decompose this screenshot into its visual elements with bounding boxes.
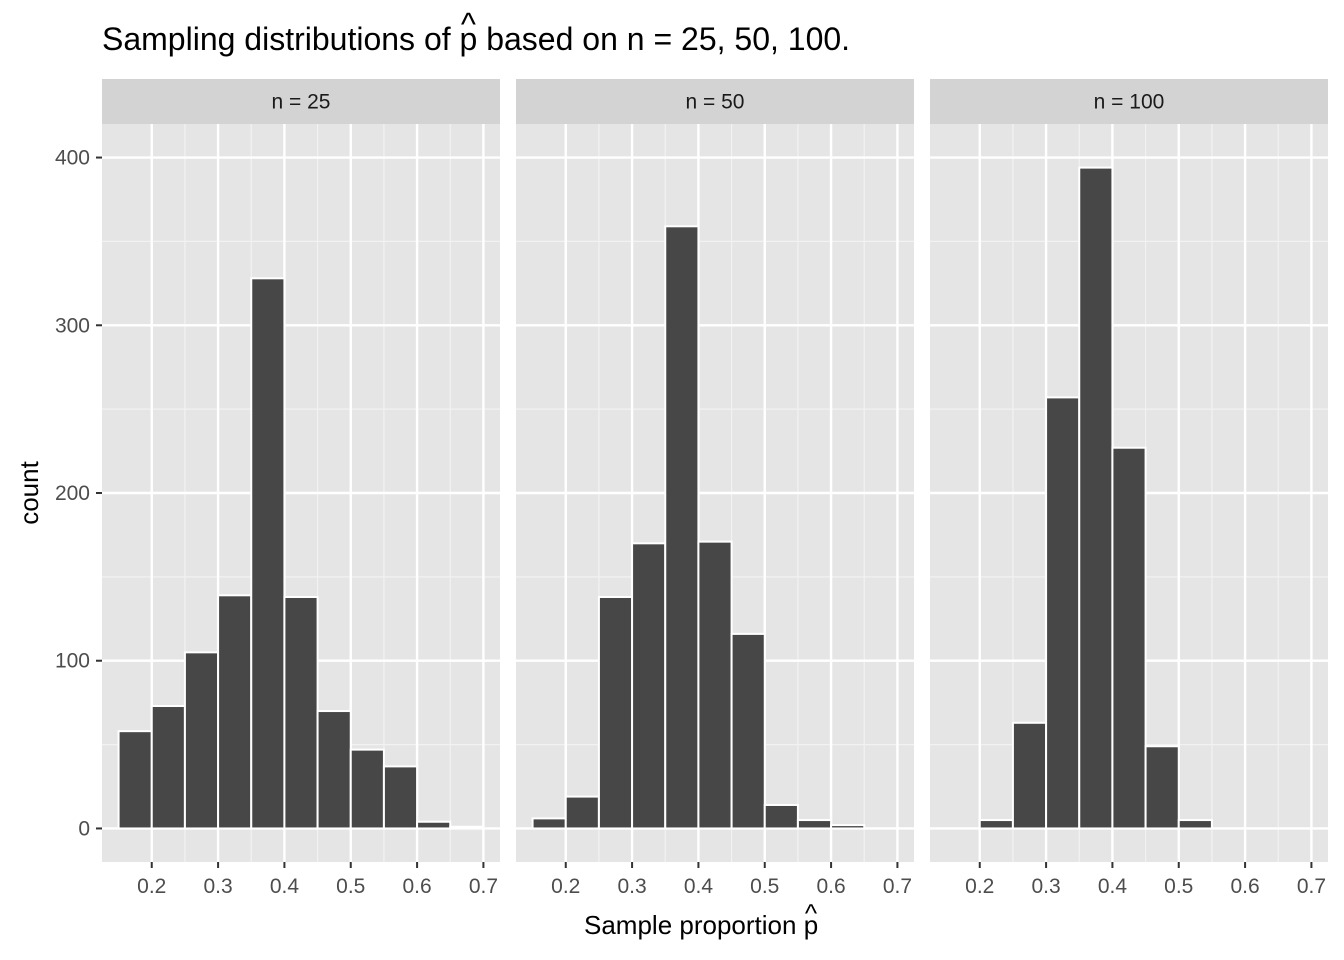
facet-panel-2: n = 50 0.2 0.3 0.4 0.5 0.6 0.7 — [516, 79, 914, 898]
chart-title-hat-icon: ^ — [461, 6, 476, 42]
histogram-bar — [217, 594, 253, 830]
facet-strip — [930, 79, 1328, 124]
histogram-bar — [349, 748, 385, 830]
x-tick-label: 0.3 — [1031, 875, 1060, 898]
x-axis-title-p-hat: p — [804, 910, 818, 940]
facet-strip — [516, 79, 914, 124]
x-tick-label: 0.6 — [1230, 875, 1259, 898]
y-tick-label: 200 — [55, 482, 90, 505]
x-tick-label: 0.3 — [617, 875, 646, 898]
x-axis-title-prefix: Sample proportion — [584, 910, 804, 940]
x-tick-label: 0.7 — [883, 875, 912, 898]
histogram-bar — [564, 795, 600, 830]
y-tick-label: 100 — [55, 650, 90, 673]
x-tick-label: 0.4 — [1098, 875, 1128, 898]
histogram-bar — [664, 225, 700, 830]
histogram-bar — [796, 819, 833, 830]
histogram-bar — [531, 817, 567, 830]
histogram-bar — [1078, 166, 1114, 830]
x-tick-label: 0.5 — [750, 875, 779, 898]
histogram-bar — [1111, 446, 1147, 830]
histogram-bar — [631, 542, 667, 830]
histogram-bar — [150, 705, 186, 830]
chart-title-suffix: based on n = 25, 50, 100. — [477, 21, 850, 57]
histogram-bar — [283, 595, 319, 830]
histogram-bar — [597, 595, 634, 830]
histogram-bar — [1177, 819, 1213, 830]
facet-panel-3: n = 100 0.2 0.3 0.4 0.5 0.6 0.7 — [930, 79, 1328, 898]
histogram-bar — [1011, 721, 1048, 830]
x-tick-label: 0.6 — [816, 875, 845, 898]
x-axis-title: Sample proportion p — [584, 910, 818, 940]
facet-strip-label: n = 50 — [686, 91, 745, 114]
histogram-bar — [1144, 745, 1180, 830]
histogram-bar — [697, 540, 733, 830]
x-tick-label: 0.5 — [336, 875, 365, 898]
x-tick-label: 0.2 — [137, 875, 166, 898]
x-tick-label: 0.2 — [965, 875, 994, 898]
x-tick-label: 0.4 — [270, 875, 300, 898]
y-tick-label: 400 — [55, 147, 90, 170]
facet-panel-1: n = 25 0.2 0.3 0.4 0.5 0.6 0.7 0 100 200 300 400 — [55, 79, 500, 898]
x-tick-label: 0.3 — [203, 875, 232, 898]
x-axis-title-hat-icon: ^ — [805, 898, 818, 928]
facet-strip — [102, 79, 500, 124]
y-axis-title: count — [14, 460, 44, 524]
histogram-bar — [382, 765, 419, 830]
histogram-bar — [978, 819, 1014, 830]
facet-strip-label: n = 100 — [1094, 91, 1165, 114]
x-tick-label: 0.5 — [1164, 875, 1193, 898]
histogram-bar — [449, 825, 485, 830]
chart-title-prefix: Sampling distributions of — [102, 21, 460, 57]
x-tick-label: 0.4 — [684, 875, 714, 898]
histogram-bar — [416, 820, 452, 830]
y-tick-label: 300 — [55, 314, 90, 337]
histogram-bar — [316, 710, 352, 830]
x-tick-label: 0.2 — [551, 875, 580, 898]
facet-strip-label: n = 25 — [272, 91, 331, 114]
histogram-bar — [183, 651, 220, 830]
y-tick-label: 0 — [78, 817, 90, 840]
x-tick-label: 0.6 — [402, 875, 431, 898]
histogram-bar — [117, 730, 153, 830]
chart-title-p-hat: p — [460, 21, 478, 57]
histogram-bar — [250, 277, 286, 830]
histogram-bar — [730, 632, 766, 830]
histogram-bar — [763, 803, 799, 830]
x-tick-label: 0.7 — [469, 875, 498, 898]
histogram-bar — [830, 824, 866, 830]
chart-title: Sampling distributions of p based on n =… — [102, 21, 850, 57]
x-tick-label: 0.7 — [1297, 875, 1326, 898]
histogram-bar — [1045, 396, 1081, 830]
